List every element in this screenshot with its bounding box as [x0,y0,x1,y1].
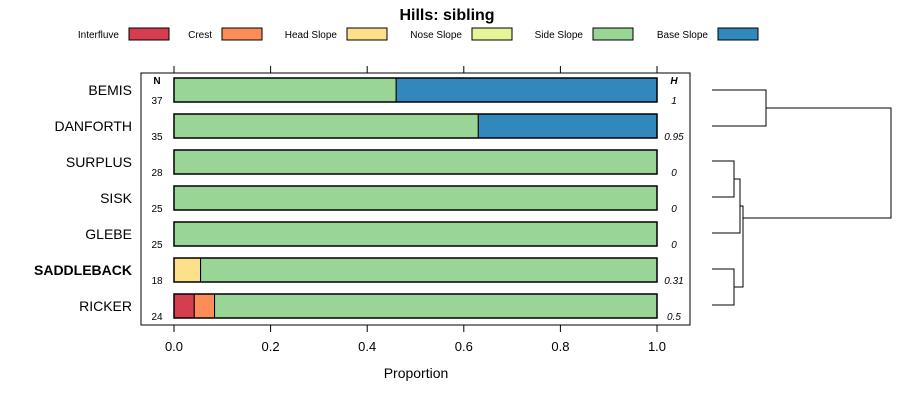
legend-label: Head Slope [285,30,338,41]
row-h-value: 0 [671,204,677,215]
bar-row: BEMIS 37 1 [88,77,677,107]
row-h-value: 0.95 [664,132,684,143]
bar-segment [395,77,658,103]
dendrogram-branch [712,160,735,198]
dendrogram-branch [712,268,735,306]
row-label: DANFORTH [54,118,132,134]
dendrogram-branch [712,89,767,127]
bar-row: SURPLUS 28 0 [66,149,677,179]
x-tick-label: 0.2 [262,339,280,354]
row-label: GLEBE [85,226,132,242]
legend: Interfluve Crest Head Slope Nose Slope Side … [78,27,759,41]
row-h-value: 0.31 [664,276,683,287]
dendrogram [712,89,892,306]
bar-segment [173,77,397,103]
bar-row: DANFORTH 35 0.95 [54,113,684,143]
bar-segment [173,293,195,319]
legend-swatch [471,27,513,41]
x-tick-label: 0.4 [358,339,376,354]
bar-row: SADDLEBACK 18 0.31 [34,257,684,287]
x-axis: 0.0 0.2 0.4 0.6 0.8 1.0 [165,325,666,354]
row-n-value: 18 [151,276,163,287]
row-h-value: 0 [671,168,677,179]
row-label: SADDLEBACK [34,262,132,278]
x-tick-label: 0.0 [165,339,183,354]
row-n-value: 25 [151,204,163,215]
x-tick-label: 1.0 [648,339,666,354]
bar-segment [214,293,658,319]
bar-segment [193,293,216,319]
bar-segment [200,257,658,283]
x-tick-label: 0.6 [455,339,473,354]
legend-label: Crest [188,30,212,41]
row-h-value: 0.5 [667,312,681,323]
legend-label: Side Slope [535,30,584,41]
row-label: RICKER [79,298,132,314]
legend-swatch [592,27,634,41]
legend-swatch [128,27,170,41]
legend-swatch [346,27,388,41]
row-label: BEMIS [88,82,132,98]
row-n-value: 25 [151,240,163,251]
h-header: H [670,76,678,87]
plot-frame [140,72,691,326]
legend-swatch [221,27,263,41]
legend-label: Interfluve [78,30,120,41]
legend-label: Base Slope [657,30,709,41]
bar-row: SISK 25 0 [100,185,677,215]
row-n-value: 28 [151,168,163,179]
bar-segment [173,113,479,139]
bar-outline [173,221,658,247]
bar-outline [173,293,658,319]
bar-outline [173,113,658,139]
bar-segment [173,257,202,283]
row-n-value: 37 [151,96,163,107]
bar-row: RICKER 24 0.5 [79,293,681,323]
row-label: SURPLUS [66,154,132,170]
x-tick-label: 0.8 [551,339,569,354]
row-label: SISK [100,190,133,206]
row-n-value: 24 [151,312,163,323]
dendrogram-branch [734,205,744,288]
dendrogram-branch [712,178,741,234]
n-header: N [153,76,160,87]
legend-label: Nose Slope [410,30,462,41]
row-h-value: 0 [671,240,677,251]
bar-segment [173,221,658,247]
axis-top-ticks [173,66,658,73]
row-h-value: 1 [671,96,677,107]
bar-row: GLEBE 25 0 [85,221,677,251]
bar-outline [173,185,658,211]
bar-outline [173,77,658,103]
legend-swatch [717,27,759,41]
x-axis-title: Proportion [384,365,449,381]
row-n-value: 35 [151,132,163,143]
bar-segment [477,113,658,139]
bar-segment [173,185,658,211]
bar-outline [173,149,658,175]
bar-segment [173,149,658,175]
bar-outline [173,257,658,283]
dendrogram-branch [743,107,892,219]
chart-title: Hills: sibling [399,7,494,24]
